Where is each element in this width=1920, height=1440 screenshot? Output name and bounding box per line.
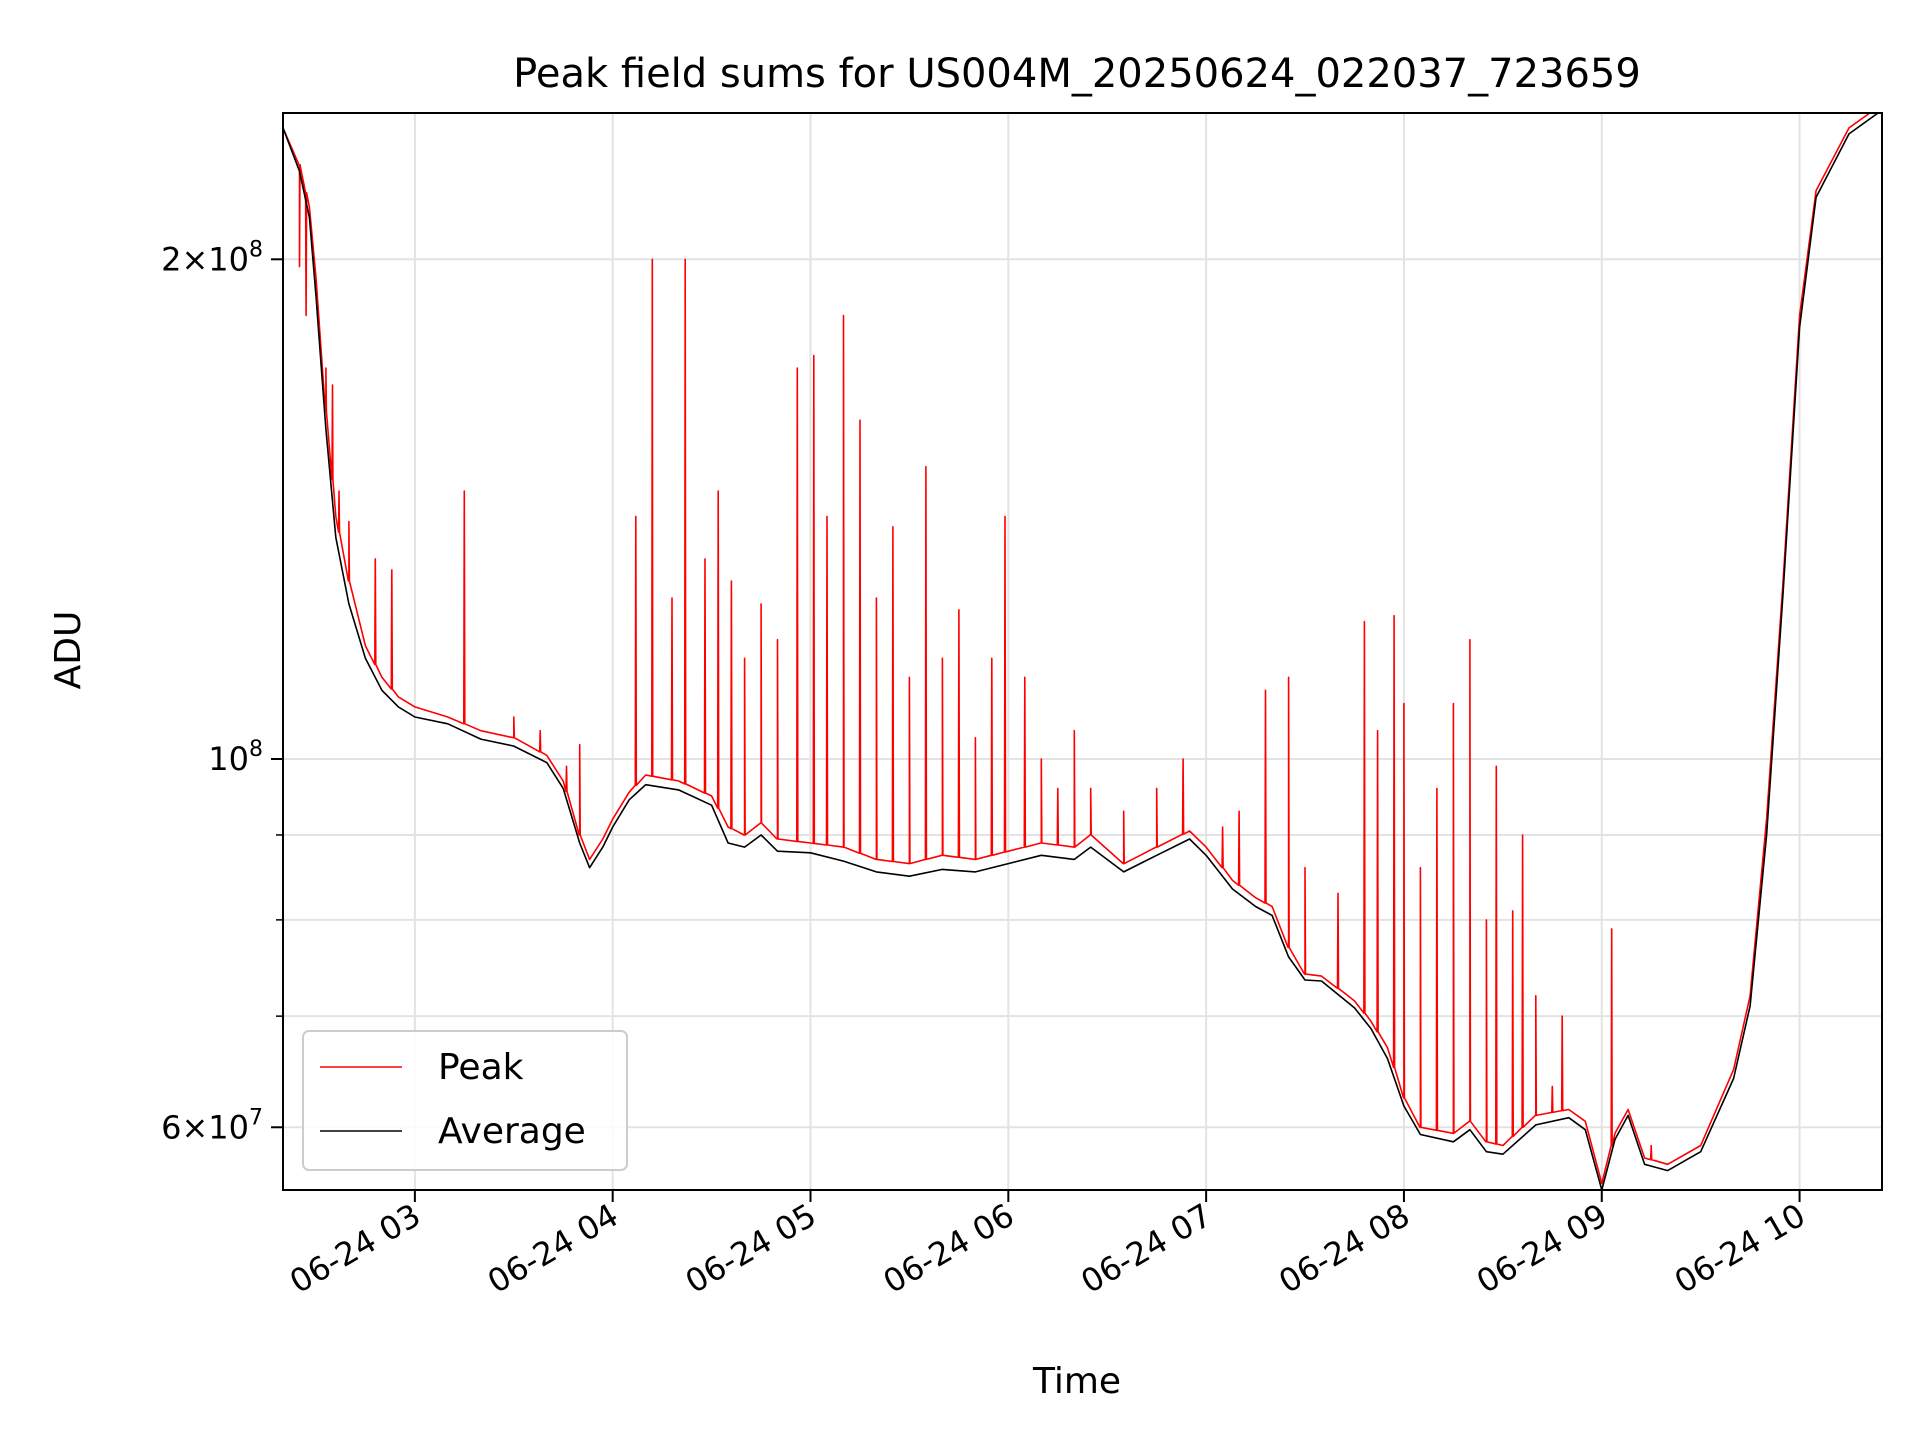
plot-area bbox=[283, 113, 1880, 1190]
y-axis: 2×108 108 6×107 bbox=[161, 237, 283, 1146]
legend-box bbox=[302, 1030, 628, 1171]
y-axis-label: ADU bbox=[48, 611, 89, 690]
axes-frame bbox=[282, 112, 1883, 1191]
y-tick-label: 6×107 bbox=[161, 1105, 263, 1146]
y-tick-label: 2×108 bbox=[161, 237, 263, 278]
x-axis-label: Time bbox=[1032, 1361, 1121, 1402]
y-tick-label: 108 bbox=[208, 737, 263, 778]
grid bbox=[283, 113, 1882, 1190]
legend-label-peak: Peak bbox=[438, 1047, 524, 1088]
legend: Peak Average bbox=[302, 1030, 628, 1171]
legend-label-average: Average bbox=[438, 1111, 586, 1152]
series-line-peak bbox=[283, 113, 1872, 1185]
chart-title: Peak field sums for US004M_20250624_0220… bbox=[513, 51, 1641, 97]
series-line-average bbox=[283, 113, 1880, 1190]
